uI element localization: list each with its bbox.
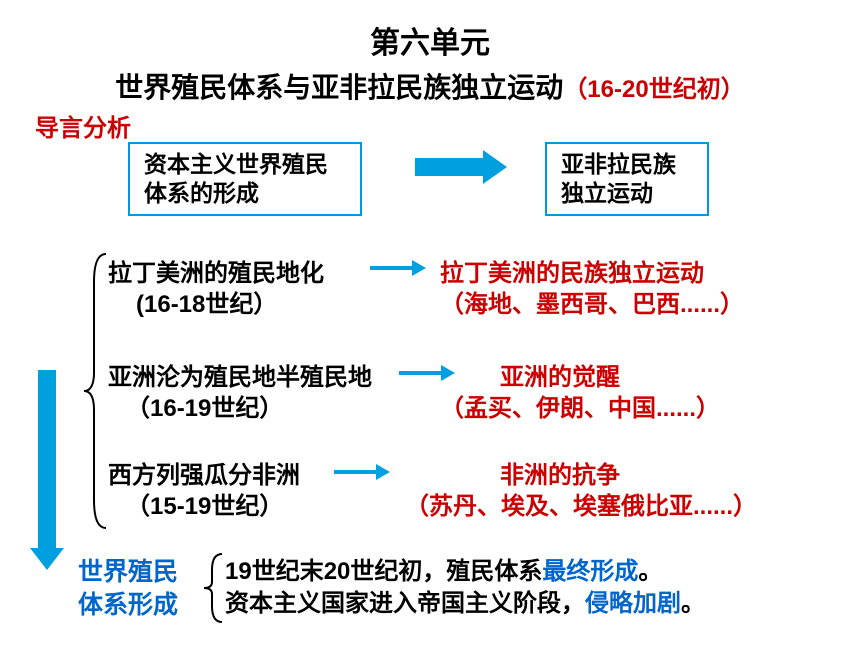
row-1-left-l1: 拉丁美洲的殖民地化 [108, 260, 324, 287]
row-3-left-l1: 西方列强瓜分非洲 [108, 462, 300, 489]
row-3-left: 西方列强瓜分非洲 （15-19世纪） [108, 460, 300, 522]
conc-2c: 。 [681, 590, 705, 617]
conc-1c: 。 [638, 558, 662, 585]
conc-2a: 资本主义国家进入帝国主义阶段， [225, 590, 585, 617]
conc-1a: 19世纪末20世纪初，殖民体系 [225, 558, 542, 585]
row-1-right-l2: （海地、墨西哥、巴西......） [440, 291, 744, 318]
row-3-left-l2: （15-19世纪） [108, 493, 283, 520]
unit-title: 第六单元 [0, 18, 860, 62]
bracket-conclusion [202, 552, 224, 624]
conclusion-label-l1: 世界殖民 [78, 558, 178, 586]
row-3-right-l2: （苏丹、埃及、埃塞俄比亚......） [405, 493, 757, 520]
row-1-right-l1: 拉丁美洲的民族独立运动 [440, 260, 704, 287]
row-2-left-l2: （16-19世纪） [108, 395, 283, 422]
main-title: 世界殖民体系与亚非拉民族独立运动（16-20世纪初） [0, 66, 860, 106]
row-2-right-l1: 亚洲的觉醒 [500, 364, 620, 391]
conc-2b: 侵略加剧 [585, 590, 681, 617]
box-independence: 亚非拉民族独立运动 [545, 142, 709, 216]
conclusion-text: 19世纪末20世纪初，殖民体系最终形成。 资本主义国家进入帝国主义阶段，侵略加剧… [225, 556, 705, 621]
row-3-right-l1: 非洲的抗争 [500, 462, 620, 489]
row-2-left: 亚洲沦为殖民地半殖民地 （16-19世纪） [108, 362, 372, 424]
box-colonial-system: 资本主义世界殖民体系的形成 [128, 142, 362, 216]
bracket-left-rows [82, 252, 108, 530]
conclusion-label-l2: 体系形成 [78, 591, 178, 619]
row-2-right-l2: （孟买、伊朗、中国......） [440, 395, 720, 422]
row-2-right: 亚洲的觉醒 （孟买、伊朗、中国......） [500, 362, 720, 424]
row-1-left-l2: (16-18世纪） [108, 291, 277, 318]
row-1-left: 拉丁美洲的殖民地化 (16-18世纪） [108, 258, 324, 320]
row-1-right: 拉丁美洲的民族独立运动 （海地、墨西哥、巴西......） [440, 258, 744, 320]
intro-label: 导言分析 [35, 108, 131, 143]
conclusion-label: 世界殖民 体系形成 [78, 556, 178, 621]
title-period: （16-20世纪初） [563, 76, 744, 103]
row-2-left-l1: 亚洲沦为殖民地半殖民地 [108, 364, 372, 391]
conc-1b: 最终形成 [542, 558, 638, 585]
row-3-right: 非洲的抗争 （苏丹、埃及、埃塞俄比亚......） [500, 460, 757, 522]
main-title-text: 世界殖民体系与亚非拉民族独立运动 [115, 72, 563, 103]
